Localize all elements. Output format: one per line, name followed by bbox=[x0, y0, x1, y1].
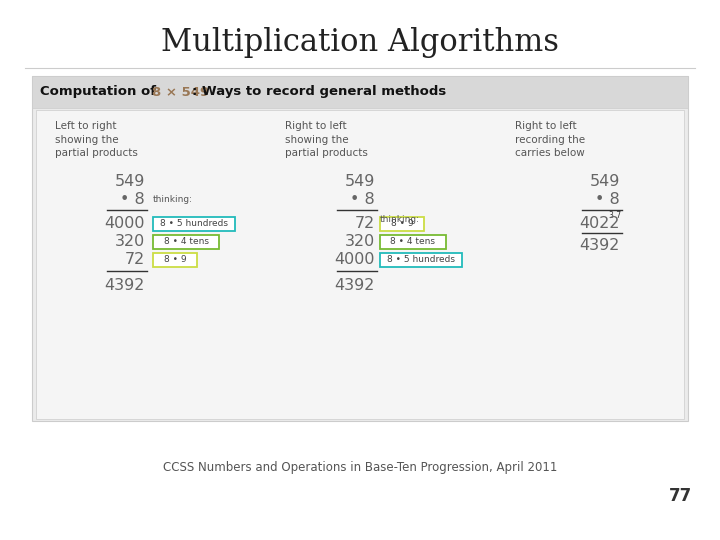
Text: 4022: 4022 bbox=[580, 217, 620, 232]
Text: 8 • 5 hundreds: 8 • 5 hundreds bbox=[387, 255, 455, 265]
Text: • 8: • 8 bbox=[595, 192, 620, 206]
Bar bbox=[380, 253, 462, 267]
Text: thinking:: thinking: bbox=[380, 215, 420, 225]
Bar bbox=[153, 217, 235, 231]
Text: 549: 549 bbox=[590, 173, 620, 188]
Text: thinking:: thinking: bbox=[153, 194, 193, 204]
Text: 4000: 4000 bbox=[104, 217, 145, 232]
Text: 549: 549 bbox=[114, 173, 145, 188]
Bar bbox=[380, 235, 446, 249]
Text: : Ways to record general methods: : Ways to record general methods bbox=[192, 85, 446, 98]
Text: Right to left
showing the
partial products: Right to left showing the partial produc… bbox=[285, 121, 368, 158]
Bar bbox=[153, 253, 197, 267]
Text: 320: 320 bbox=[345, 234, 375, 249]
Text: Right to left
recording the
carries below: Right to left recording the carries belo… bbox=[515, 121, 585, 158]
Bar bbox=[32, 76, 688, 108]
Text: 4000: 4000 bbox=[335, 253, 375, 267]
Text: 8 • 4 tens: 8 • 4 tens bbox=[163, 238, 209, 246]
Bar bbox=[32, 76, 688, 421]
Bar bbox=[380, 217, 424, 231]
Text: 72: 72 bbox=[355, 217, 375, 232]
Text: 72: 72 bbox=[125, 253, 145, 267]
Text: Multiplication Algorithms: Multiplication Algorithms bbox=[161, 26, 559, 57]
Text: Computation of: Computation of bbox=[40, 85, 161, 98]
Text: 8 • 9: 8 • 9 bbox=[391, 219, 413, 228]
Text: 8 • 5 hundreds: 8 • 5 hundreds bbox=[160, 219, 228, 228]
Text: • 8: • 8 bbox=[120, 192, 145, 206]
Bar bbox=[153, 235, 219, 249]
Text: 77: 77 bbox=[668, 487, 692, 505]
Bar bbox=[36, 110, 684, 419]
Text: 4392: 4392 bbox=[580, 239, 620, 253]
Text: 3 7: 3 7 bbox=[609, 211, 621, 219]
Text: 4392: 4392 bbox=[335, 278, 375, 293]
Text: 320: 320 bbox=[114, 234, 145, 249]
Text: 8 × 549: 8 × 549 bbox=[152, 85, 209, 98]
Text: Left to right
showing the
partial products: Left to right showing the partial produc… bbox=[55, 121, 138, 158]
Text: 549: 549 bbox=[345, 173, 375, 188]
Text: CCSS Numbers and Operations in Base-Ten Progression, April 2011: CCSS Numbers and Operations in Base-Ten … bbox=[163, 462, 557, 475]
Text: 8 • 4 tens: 8 • 4 tens bbox=[390, 238, 436, 246]
Text: 8 • 9: 8 • 9 bbox=[163, 255, 186, 265]
Text: 4392: 4392 bbox=[104, 278, 145, 293]
Text: • 8: • 8 bbox=[350, 192, 375, 206]
